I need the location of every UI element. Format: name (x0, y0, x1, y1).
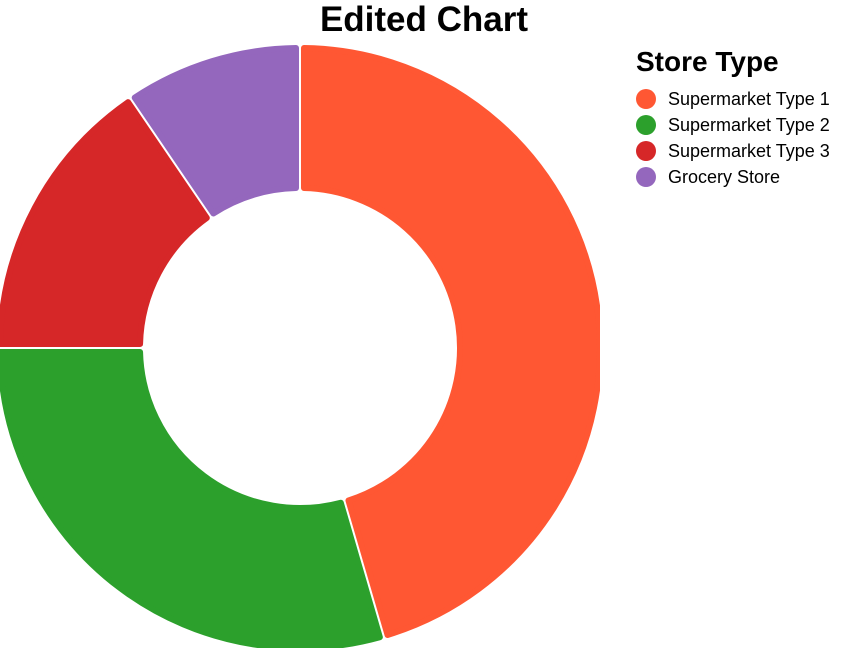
legend-item-grocery-store[interactable]: Grocery Store (636, 164, 830, 190)
legend-item-supermarket-type-1[interactable]: Supermarket Type 1 (636, 86, 830, 112)
legend-label: Supermarket Type 2 (668, 114, 830, 135)
donut-slice-supermarket-type-1[interactable] (301, 45, 600, 638)
legend-swatch (636, 141, 656, 161)
legend-item-supermarket-type-3[interactable]: Supermarket Type 3 (636, 138, 830, 164)
legend-label: Supermarket Type 1 (668, 88, 830, 109)
legend-label: Grocery Store (668, 166, 781, 187)
legend-swatch (636, 115, 656, 135)
legend-label: Supermarket Type 3 (668, 140, 830, 161)
legend-item-supermarket-type-2[interactable]: Supermarket Type 2 (636, 112, 830, 138)
donut-slice-supermarket-type-3[interactable] (0, 99, 210, 347)
legend-items: Supermarket Type 1 Supermarket Type 2 Supe… (636, 86, 830, 190)
chart-title: Edited Chart (319, 0, 529, 39)
donut-chart (0, 45, 600, 648)
legend-swatch (636, 167, 656, 187)
legend-swatch (636, 89, 656, 109)
legend: Store Type Supermarket Type 1 Supermarket… (636, 46, 830, 190)
donut-slice-supermarket-type-2[interactable] (0, 349, 383, 648)
donut-slice-grocery-store[interactable] (131, 45, 299, 217)
legend-title: Store Type (636, 46, 779, 77)
